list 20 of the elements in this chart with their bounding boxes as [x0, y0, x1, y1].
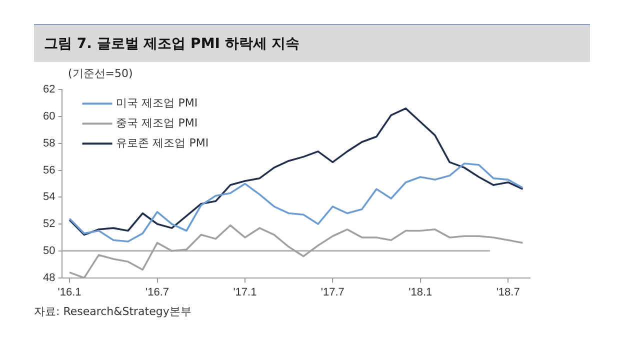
- text: (기준선=50): [68, 66, 133, 81]
- y-tick-label: 54: [42, 191, 56, 204]
- x-tick-label: '18.7: [496, 286, 520, 298]
- legend-label: 중국 제조업 PMI: [116, 116, 198, 130]
- x-tick-label: '18.1: [408, 286, 432, 298]
- x-tick-label: '17.7: [320, 286, 344, 298]
- x-tick-label: '16.1: [58, 286, 82, 298]
- chart-title: 그림 7. 글로벌 제조업 PMI 하락세 지속: [34, 24, 590, 62]
- y-tick-label: 56: [42, 164, 56, 176]
- x-tick-label: '16.7: [145, 286, 170, 298]
- y-tick-label: 62: [42, 84, 56, 96]
- y-tick-label: 52: [42, 218, 56, 230]
- text: 자료: Research&Strategy본부: [34, 304, 192, 319]
- y-tick-label: 60: [42, 110, 56, 123]
- x-tick-label: '17.1: [233, 286, 257, 298]
- y-tick-label: 48: [42, 272, 56, 284]
- legend-label: 유로존 제조업 PMI: [116, 136, 209, 150]
- y-tick-label: 50: [42, 244, 56, 257]
- y-tick-label: 58: [42, 137, 56, 150]
- legend-label: 미국 제조업 PMI: [116, 96, 198, 110]
